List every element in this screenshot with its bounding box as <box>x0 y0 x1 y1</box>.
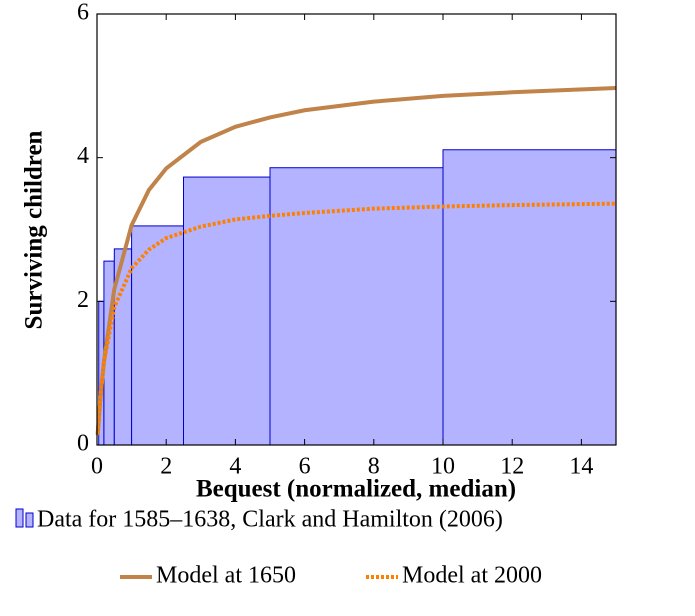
x-tick-label: 2 <box>160 454 172 480</box>
model-line <box>95 201 617 434</box>
legend-label: Model at 1650 <box>156 563 296 589</box>
y-tick-label: 0 <box>77 431 89 457</box>
x-tick-label: 12 <box>500 454 524 480</box>
legend-label: Model at 2000 <box>402 563 542 589</box>
x-tick-label: 14 <box>569 454 593 480</box>
legend-swatch <box>25 512 34 528</box>
x-tick-label: 8 <box>368 454 380 480</box>
histogram-bar <box>131 225 185 446</box>
histogram-bar <box>183 176 271 446</box>
y-axis-label: Surviving children <box>21 130 48 329</box>
x-axis-label: Bequest (normalized, median) <box>196 476 516 503</box>
x-tick-label: 10 <box>431 454 455 480</box>
y-tick-label: 4 <box>77 143 89 169</box>
histogram-bar <box>442 149 617 446</box>
y-tick-label: 2 <box>77 287 89 313</box>
legend-swatch <box>15 508 24 528</box>
plot-frame <box>96 13 617 446</box>
x-tick-label: 0 <box>91 454 103 480</box>
x-tick-label: 6 <box>299 454 311 480</box>
legend-label: Data for 1585–1638, Clark and Hamilton (… <box>37 507 503 533</box>
x-tick-label: 4 <box>229 454 241 480</box>
y-tick-label: 6 <box>77 0 89 26</box>
